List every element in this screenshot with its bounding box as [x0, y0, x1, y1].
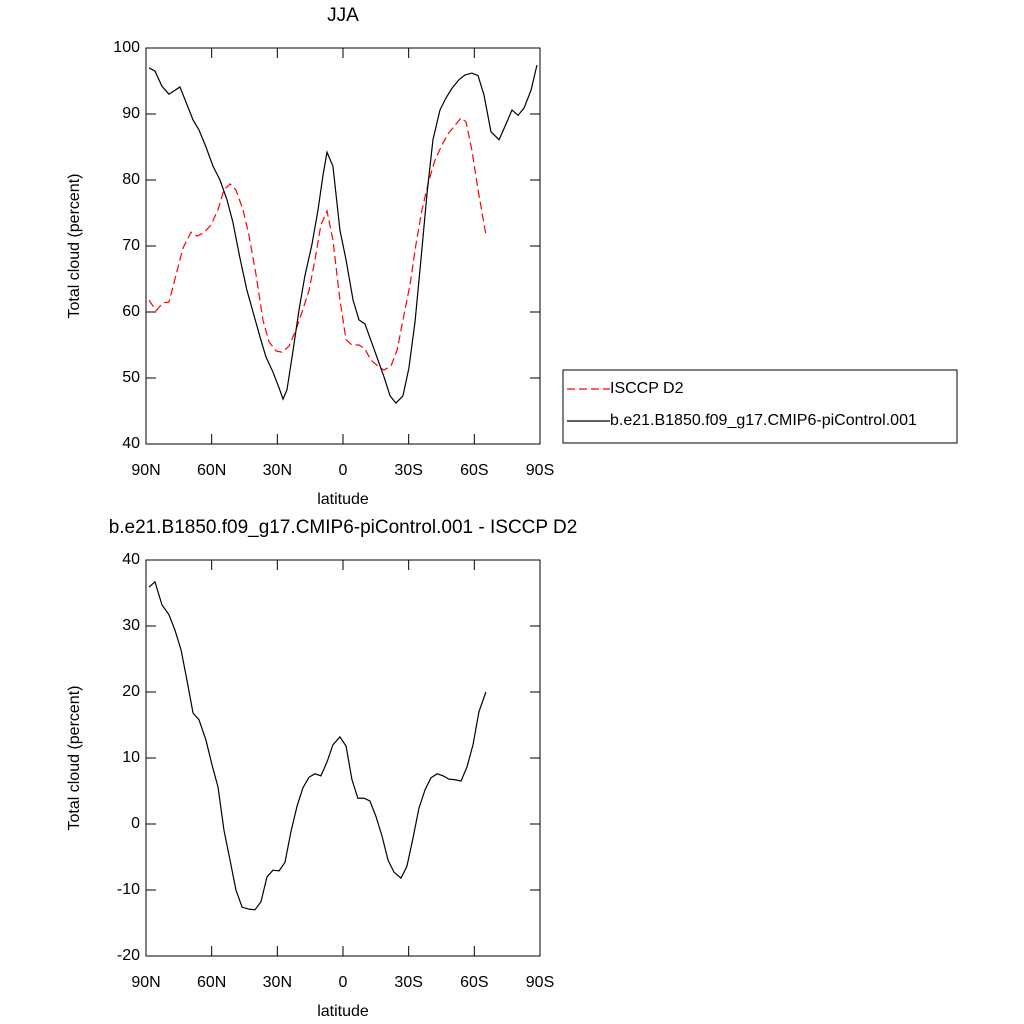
y-tick-label: 40 [122, 551, 140, 568]
series-line [148, 65, 538, 404]
y-tick-label: 60 [122, 303, 140, 320]
y-tick-label: 80 [122, 171, 140, 188]
x-tick-label: 30N [263, 462, 292, 479]
x-tick-label: 90N [131, 974, 160, 991]
x-tick-label: 60N [197, 974, 226, 991]
x-tick-label: 0 [339, 462, 348, 479]
y-tick-label: 70 [122, 237, 140, 254]
x-tick-label: 60N [197, 462, 226, 479]
x-tick-label: 90S [526, 974, 554, 991]
x-axis-label: latitude [317, 1003, 369, 1020]
y-tick-label: 90 [122, 105, 140, 122]
plot-frame [145, 559, 541, 957]
y-tick-label: 20 [122, 683, 140, 700]
x-tick-label: 90S [526, 462, 554, 479]
x-tick-label: 60S [460, 462, 488, 479]
y-tick-label: -10 [117, 881, 140, 898]
x-tick-label: 30S [394, 974, 422, 991]
chart-title: JJA [327, 5, 359, 26]
y-tick-label: -20 [117, 947, 140, 964]
y-axis-label: Total cloud (percent) [66, 686, 83, 831]
x-axis-label: latitude [317, 491, 369, 508]
y-tick-label: 50 [122, 369, 140, 386]
x-tick-label: 60S [460, 974, 488, 991]
y-tick-label: 10 [122, 749, 140, 766]
y-axis-label: Total cloud (percent) [66, 174, 83, 319]
y-tick-label: 30 [122, 617, 140, 634]
chart-title: b.e21.B1850.f09_g17.CMIP6-piControl.001 … [109, 517, 578, 538]
x-tick-label: 0 [339, 974, 348, 991]
legend-label: ISCCP D2 [610, 380, 684, 397]
y-tick-label: 40 [122, 435, 140, 452]
legend-label: b.e21.B1850.f09_g17.CMIP6-piControl.001 [610, 412, 917, 429]
y-tick-label: 0 [131, 815, 140, 832]
series-line [148, 580, 487, 911]
x-tick-label: 30N [263, 974, 292, 991]
legend-box [562, 369, 958, 444]
series-line [148, 117, 487, 371]
x-tick-label: 90N [131, 462, 160, 479]
x-tick-label: 30S [394, 462, 422, 479]
y-tick-label: 100 [113, 39, 140, 56]
